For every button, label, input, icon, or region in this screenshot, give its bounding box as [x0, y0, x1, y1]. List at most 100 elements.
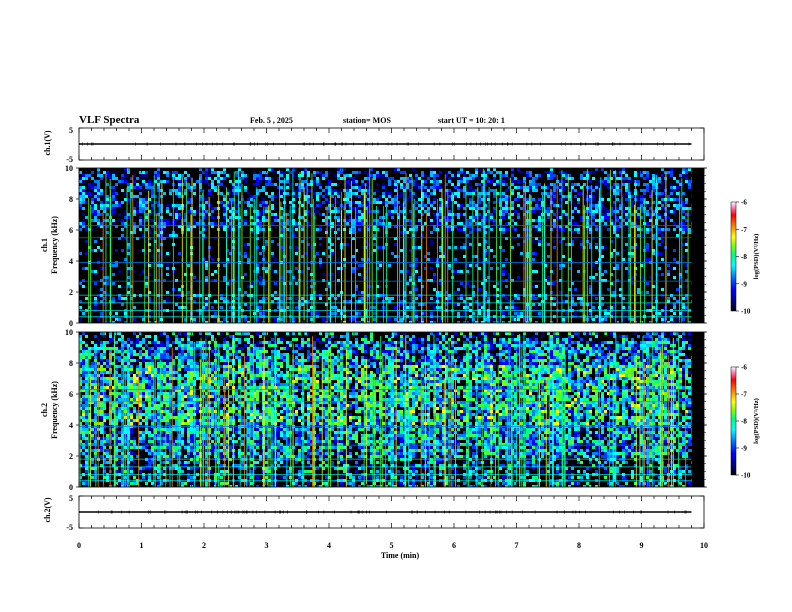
psd-cell	[343, 183, 346, 186]
psd-cell	[277, 306, 280, 309]
psd-cell	[538, 222, 541, 225]
psd-cell	[205, 297, 208, 300]
psd-cell	[322, 318, 325, 321]
psd-cell	[568, 180, 571, 183]
psd-cell	[535, 201, 538, 204]
psd-cell	[178, 177, 181, 180]
psd-cell	[280, 246, 283, 249]
psd-cell	[388, 195, 391, 198]
psd-cell	[148, 461, 151, 464]
psd-cell	[481, 189, 484, 192]
psd-cell	[433, 183, 436, 186]
psd-cell	[514, 306, 517, 309]
psd-cell	[85, 365, 88, 368]
psd-cell	[622, 249, 625, 252]
psd-cell	[223, 174, 226, 177]
psd-cell	[337, 219, 340, 222]
psd-cell	[640, 246, 643, 249]
psd-cell	[631, 246, 634, 249]
psd-cell	[328, 273, 331, 276]
psd-cell	[625, 222, 628, 225]
psd-cell	[646, 228, 649, 231]
psd-cell	[553, 198, 556, 201]
psd-cell	[256, 318, 259, 321]
psd-cell	[88, 249, 91, 252]
psd-cell	[91, 213, 94, 216]
psd-cell	[256, 210, 259, 213]
psd-cell	[376, 222, 379, 225]
psd-cell	[157, 443, 160, 446]
psd-cell	[481, 222, 484, 225]
psd-cell	[220, 171, 223, 174]
psd-cell	[523, 240, 526, 243]
psd-cell	[640, 207, 643, 210]
psd-cell	[505, 237, 508, 240]
psd-cell	[160, 374, 163, 377]
psd-cell	[250, 231, 253, 234]
psd-cell	[388, 210, 391, 213]
psd-cell	[232, 189, 235, 192]
psd-cell	[157, 413, 160, 416]
psd-cell	[478, 195, 481, 198]
psd-cell	[370, 306, 373, 309]
psd-cell	[619, 192, 622, 195]
psd-cell	[421, 303, 424, 306]
psd-cell	[160, 428, 163, 431]
psd-cell	[256, 279, 259, 282]
psd-cell	[112, 422, 115, 425]
psd-cell	[649, 192, 652, 195]
psd-cell	[199, 183, 202, 186]
psd-cell	[451, 174, 454, 177]
psd-cell	[439, 222, 442, 225]
psd-cell	[346, 219, 349, 222]
psd-cell	[250, 297, 253, 300]
psd-cell	[604, 279, 607, 282]
psd-cell	[88, 419, 91, 422]
psd-cell	[136, 237, 139, 240]
psd-cell	[688, 228, 691, 231]
psd-cell	[613, 267, 616, 270]
psd-cell	[85, 401, 88, 404]
psd-cell	[292, 204, 295, 207]
psd-cell	[124, 213, 127, 216]
psd-cell	[652, 213, 655, 216]
psd-cell	[235, 183, 238, 186]
psd-cell	[562, 189, 565, 192]
psd-cell	[199, 219, 202, 222]
psd-cell	[568, 192, 571, 195]
psd-cell	[184, 189, 187, 192]
psd-cell	[580, 219, 583, 222]
psd-cell	[343, 198, 346, 201]
psd-cell	[130, 410, 133, 413]
psd-cell	[505, 204, 508, 207]
psd-cell	[469, 303, 472, 306]
psd-cell	[139, 383, 142, 386]
psd-cell	[664, 213, 667, 216]
psd-cell	[82, 395, 85, 398]
psd-cell	[445, 222, 448, 225]
psd-cell	[298, 183, 301, 186]
psd-cell	[106, 380, 109, 383]
psd-cell	[187, 225, 190, 228]
psd-cell	[409, 303, 412, 306]
psd-cell	[688, 291, 691, 294]
psd-cell	[106, 341, 109, 344]
psd-cell	[607, 216, 610, 219]
psd-cell	[682, 297, 685, 300]
psd-cell	[577, 210, 580, 213]
psd-cell	[148, 237, 151, 240]
psd-cell	[250, 198, 253, 201]
psd-cell	[145, 389, 148, 392]
psd-cell	[571, 222, 574, 225]
psd-cell	[103, 440, 106, 443]
psd-cell	[259, 213, 262, 216]
psd-cell	[142, 183, 145, 186]
psd-cell	[205, 300, 208, 303]
psd-cell	[148, 297, 151, 300]
psd-cell	[316, 195, 319, 198]
psd-cell	[151, 365, 154, 368]
psd-cell	[157, 437, 160, 440]
psd-cell	[232, 192, 235, 195]
psd-cell	[223, 201, 226, 204]
psd-cell	[646, 243, 649, 246]
